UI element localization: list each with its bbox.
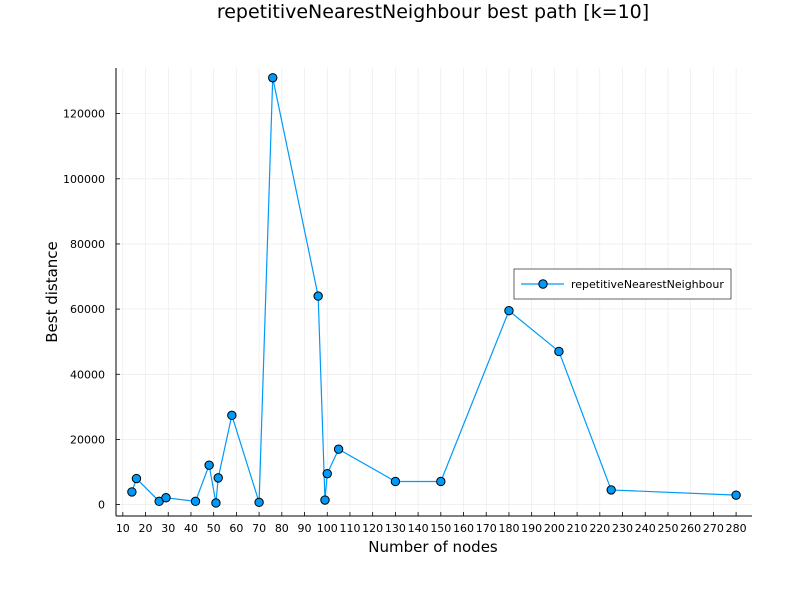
x-tick-label: 10 [116,522,130,535]
y-tick-label: 120000 [63,108,105,121]
x-tick-label: 20 [139,522,153,535]
data-point [211,498,221,508]
data-point [731,490,741,500]
x-tick-label: 80 [275,522,289,535]
x-tick-label: 200 [544,522,565,535]
x-tick-label: 230 [612,522,633,535]
x-tick-label: 240 [635,522,656,535]
legend: repetitiveNearestNeighbour [513,268,732,300]
x-tick-label: 250 [657,522,678,535]
data-point [213,473,223,483]
x-tick-label: 170 [476,522,497,535]
data-point [127,487,137,497]
y-tick-label: 40000 [70,368,105,381]
series [127,73,741,508]
data-point [227,410,237,421]
x-tick-label: 120 [362,522,383,535]
x-tick-label: 260 [680,522,701,535]
data-point [554,346,564,357]
legend-label: repetitiveNearestNeighbour [571,278,724,291]
x-tick-label: 210 [567,522,588,535]
x-tick-label: 110 [339,522,360,535]
data-point [320,495,330,505]
x-axis-ticks: 10 20 30 40 50 60 70 80 90 100 110 120 130 140 150 160 1… [116,512,747,535]
x-tick-label: 70 [252,522,266,535]
data-point [313,291,323,301]
y-tick-label: 60000 [70,303,105,316]
y-tick-label: 80000 [70,238,105,251]
x-tick-label: 270 [703,522,724,535]
x-tick-label: 150 [430,522,451,535]
x-tick-label: 190 [521,522,542,535]
axes [115,68,752,517]
x-tick-label: 130 [385,522,406,535]
x-tick-label: 50 [207,522,221,535]
data-point [606,485,616,495]
x-axis-label: Number of nodes [368,538,498,556]
y-axis-ticks: 0 20000 40000 60000 80000 100000 120000 [63,108,120,512]
x-tick-label: 30 [161,522,175,535]
x-tick-label: 140 [408,522,429,535]
x-tick-label: 100 [317,522,338,535]
y-axis-label: Best distance [43,241,61,343]
x-tick-label: 280 [726,522,747,535]
x-tick-label: 160 [453,522,474,535]
data-point [333,444,344,454]
legend-marker [538,279,548,289]
data-point [204,460,214,470]
data-point [161,493,171,503]
x-tick-label: 40 [184,522,198,535]
x-tick-label: 180 [498,522,519,535]
data-point [436,476,446,487]
data-point [254,497,264,508]
data-point [190,496,201,507]
x-tick-label: 90 [298,522,312,535]
data-point [268,73,278,83]
data-point [390,476,401,487]
y-tick-label: 100000 [63,173,105,186]
data-point [504,306,514,316]
x-tick-label: 220 [589,522,610,535]
data-point [131,473,142,484]
y-tick-label: 0 [98,499,105,512]
data-point [322,468,332,479]
y-tick-label: 20000 [70,433,105,446]
chart-title: repetitiveNearestNeighbour best path [k=… [217,1,649,23]
x-tick-label: 60 [229,522,243,535]
